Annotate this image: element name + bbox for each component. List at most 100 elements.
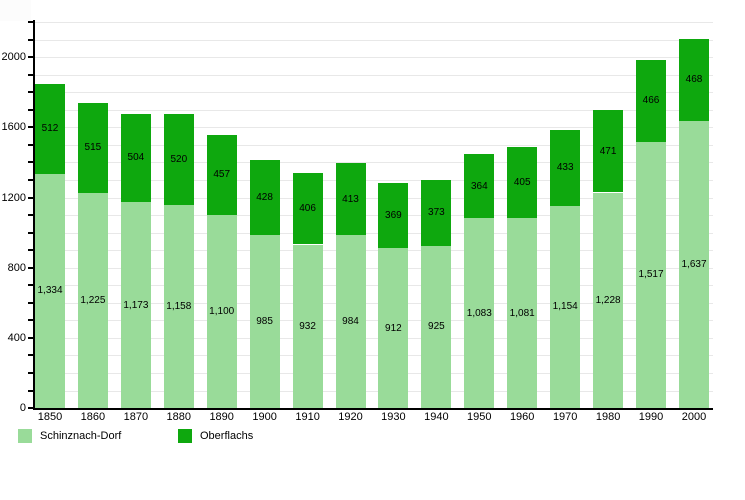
y-axis-tick [28,407,34,409]
gridline [35,22,713,23]
bar-segment-oberflachs: 515 [77,102,108,194]
bar-value-label: 984 [342,316,359,328]
y-axis-tick [28,161,34,164]
bar-value-label: 1,083 [466,307,492,319]
bar-segment-oberflachs: 471 [593,109,624,193]
bar-segment-schinznach-dorf: 1,154 [550,205,581,408]
y-axis-tick [28,214,34,216]
bar-segment-schinznach-dorf: 1,081 [507,218,538,408]
legend-swatch-oberflachs [178,429,192,443]
y-axis-tick [28,126,34,129]
bar-value-label: 466 [642,95,660,107]
gridline [35,197,713,199]
bar-segment-oberflachs: 504 [120,113,151,203]
y-axis-tick [28,21,34,23]
y-axis-label: 1600 [1,121,26,134]
bar-segment-schinznach-dorf: 1,637 [679,120,709,408]
bar-value-label: 468 [685,74,703,86]
gridline [35,109,713,111]
y-axis-tick [28,108,34,111]
gridline [35,215,713,216]
y-axis-tick [28,178,34,181]
y-axis-tick [28,231,34,234]
bar-segment-schinznach-dorf: 1,334 [35,173,65,408]
bar-segment-oberflachs: 433 [550,129,581,206]
x-axis-label: 2000 [681,411,707,423]
bar-value-label: 1,228 [595,294,621,306]
bar-segment-oberflachs: 413 [335,162,366,236]
y-axis-tick [28,143,34,146]
bar-value-label: 406 [299,203,316,215]
bar-value-label: 471 [599,145,617,157]
bar-segment-schinznach-dorf: 912 [378,248,409,408]
bar-segment-oberflachs: 428 [249,160,280,236]
x-axis-label: 1850 [37,411,63,423]
legend-label-schinznach-dorf: Schinznach-Dorf [40,430,122,442]
y-axis-label: 2000 [1,51,26,64]
y-axis-tick [28,354,34,357]
y-axis-tick [28,319,34,322]
gridline [35,74,713,76]
x-axis-label: 1900 [252,411,277,423]
gridline [35,250,713,252]
bar-value-label: 512 [41,123,59,135]
x-axis-label: 1930 [381,411,406,423]
gridline [35,267,713,269]
x-axis-label: 1890 [209,411,234,423]
bar-value-label: 520 [170,153,188,165]
gridline [35,144,713,146]
bar-segment-schinznach-dorf: 925 [421,245,452,408]
y-axis-tick [28,336,34,339]
gridline [35,372,713,374]
y-axis-tick [28,284,34,287]
gridline [35,57,713,59]
bar-segment-schinznach-dorf: 1,228 [593,192,624,408]
bar-segment-oberflachs: 466 [636,60,666,142]
y-axis-label: 0 [19,402,26,414]
y-axis [33,20,35,410]
y-axis-label: 1200 [1,191,26,204]
legend: Schinznach-Dorf Oberflachs [0,429,745,447]
bar-segment-oberflachs: 512 [35,84,65,174]
legend-item-oberflachs: Oberflachs [178,429,253,443]
bar-segment-oberflachs: 369 [378,183,409,248]
gridline [35,390,713,392]
gridline [35,162,713,164]
bar-segment-schinznach-dorf: 1,517 [636,141,666,408]
y-axis-tick [28,249,34,252]
x-axis-label: 1950 [467,411,492,423]
bar-value-label: 433 [556,162,574,174]
bar-value-label: 413 [342,193,359,205]
y-axis-tick [28,196,34,199]
bar-segment-oberflachs: 457 [206,134,237,215]
x-axis-label: 1910 [295,411,320,423]
y-axis-tick [28,266,34,269]
gridline [35,232,713,234]
bar-value-label: 515 [84,142,102,154]
bar-value-label: 428 [256,192,273,204]
bar-segment-oberflachs: 405 [507,147,538,219]
bar-value-label: 373 [428,207,445,219]
x-axis-label: 1990 [638,411,664,423]
gridline [35,355,713,357]
gridline [35,92,713,94]
x-axis-label: 1870 [123,411,149,423]
y-axis-tick [28,301,34,304]
bar-segment-schinznach-dorf: 1,100 [206,215,237,408]
corner-box [0,0,31,21]
bar-segment-schinznach-dorf: 932 [292,244,323,408]
bar-value-label: 457 [213,169,231,181]
bar-value-label: 985 [256,316,273,328]
gridline [35,39,713,41]
bar-segment-oberflachs: 520 [163,113,194,205]
x-axis-label: 1860 [80,411,106,423]
bar-value-label: 405 [513,177,531,189]
legend-label-oberflachs: Oberflachs [200,430,254,442]
bar-segment-oberflachs: 373 [421,180,452,246]
bar-segment-schinznach-dorf: 1,225 [77,193,108,408]
bar-value-label: 912 [385,322,402,334]
x-axis-label: 1970 [552,411,578,423]
bar-value-label: 1,158 [166,300,192,312]
legend-item-schinznach-dorf: Schinznach-Dorf [18,429,121,443]
gridline [35,320,713,322]
